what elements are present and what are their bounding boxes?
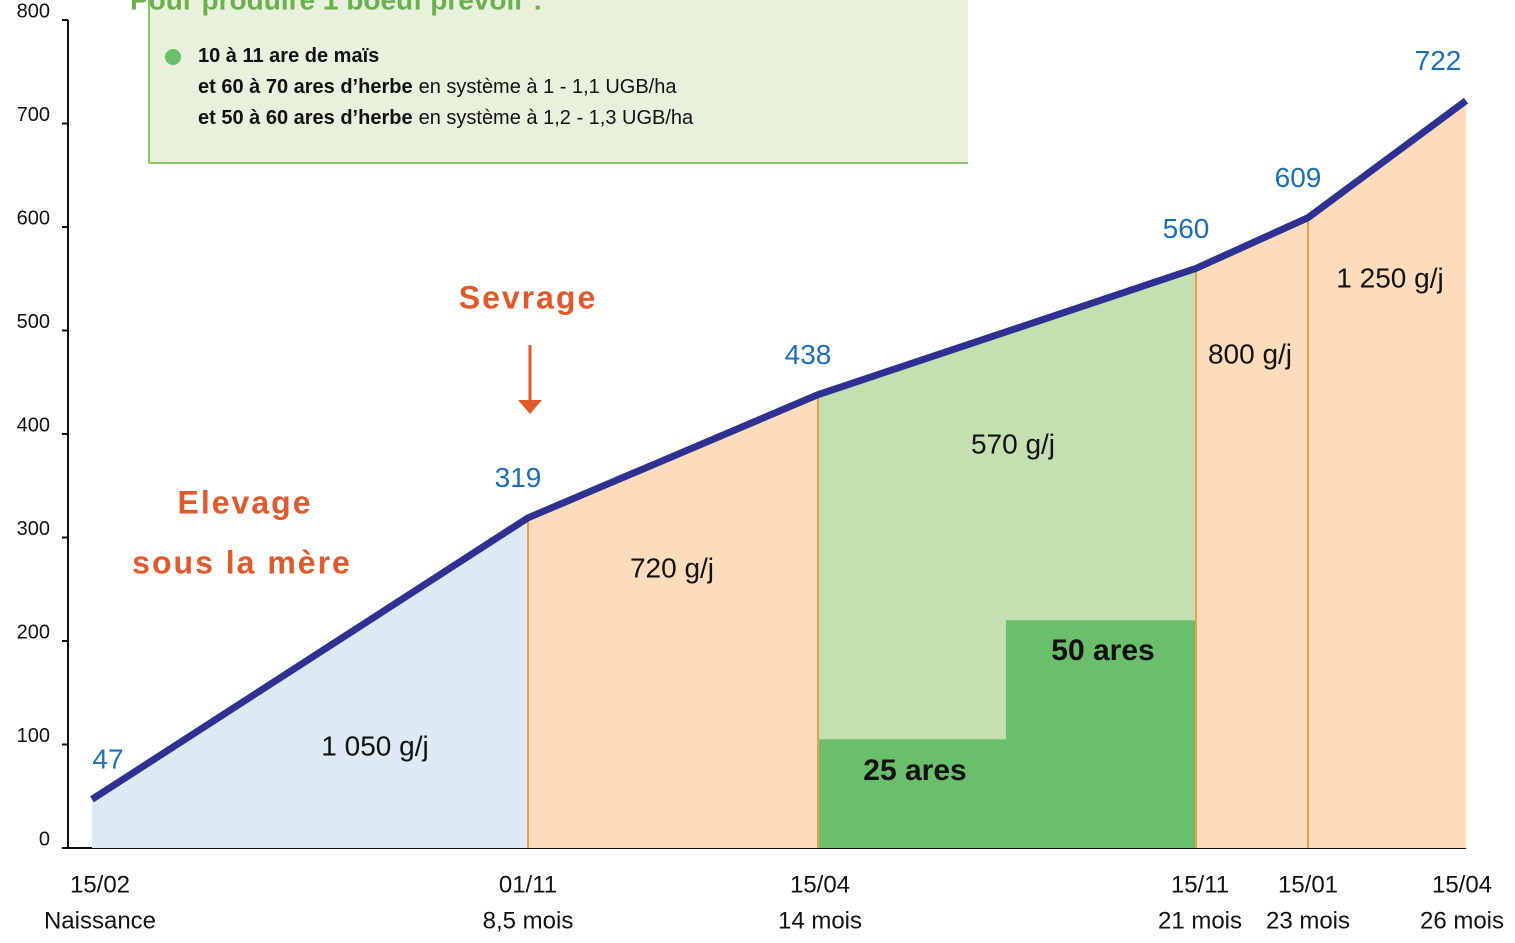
x-tick-label: 15/04 — [1432, 871, 1492, 898]
segment-label: 720 g/j — [630, 552, 714, 583]
value-label: 560 — [1163, 213, 1210, 244]
x-tick-label: 15/01 — [1278, 871, 1338, 898]
segment-area — [1196, 217, 1308, 848]
info-box — [148, 0, 968, 163]
value-label: 319 — [495, 462, 542, 493]
y-tick-label: 300 — [17, 518, 50, 540]
bullet — [165, 49, 181, 65]
x-tick-sublabel: 26 mois — [1420, 907, 1504, 934]
y-tick-label: 400 — [17, 414, 50, 436]
x-tick-sublabel: 14 mois — [778, 907, 862, 934]
segment-area — [528, 394, 818, 848]
segment-area — [1308, 100, 1466, 849]
x-tick-label: 15/04 — [790, 871, 850, 898]
value-label: 438 — [785, 339, 832, 370]
box-title: Pour produire 1 boeuf prévoir : — [130, 0, 542, 15]
y-tick-label: 200 — [17, 621, 50, 643]
segment-label: 1 050 g/j — [321, 730, 428, 761]
value-label: 722 — [1415, 45, 1462, 76]
x-tick-sublabel: 21 mois — [1158, 907, 1242, 934]
box-bold: et 50 à 60 ares d’herbe — [198, 107, 413, 129]
y-tick-label: 100 — [17, 725, 50, 747]
box-line: 10 à 11 are de maïs — [198, 45, 379, 67]
x-tick-label: 15/11 — [1171, 871, 1229, 898]
bar-label: 50 ares — [1051, 634, 1154, 667]
segment-label: 570 g/j — [971, 428, 1055, 459]
annotation: Sevrage — [459, 279, 598, 315]
segment-label: 1 250 g/j — [1336, 262, 1443, 293]
box-text: en système à 1,2 - 1,3 UGB/ha — [419, 107, 694, 129]
y-tick-label: 0 — [39, 828, 50, 850]
x-tick-sublabel: Naissance — [44, 907, 156, 934]
value-label: 609 — [1275, 162, 1322, 193]
box-bold: et 60 à 70 ares d’herbe — [198, 76, 413, 98]
area-bar — [818, 739, 1006, 848]
box-line: et 60 à 70 ares d’herbe en système à 1 - … — [198, 76, 677, 98]
x-tick-sublabel: 8,5 mois — [483, 907, 574, 934]
series-line — [90, 97, 1469, 803]
annotation: Elevage — [178, 484, 313, 520]
annotation: sous la mère — [132, 544, 352, 580]
box-line: et 50 à 60 ares d’herbe en système à 1,2 … — [198, 107, 694, 129]
y-tick-label: 500 — [17, 311, 50, 333]
box-text: en système à 1 - 1,1 UGB/ha — [419, 76, 678, 98]
arrow-head — [518, 400, 542, 414]
segment-area — [92, 517, 528, 848]
value-label: 47 — [92, 744, 123, 775]
area-bar — [1006, 620, 1196, 848]
y-tick-label: 700 — [17, 104, 50, 126]
bar-label: 25 ares — [863, 754, 966, 787]
segment-label: 800 g/j — [1208, 338, 1292, 369]
x-tick-label: 15/02 — [70, 871, 130, 898]
x-tick-sublabel: 23 mois — [1266, 907, 1350, 934]
box-bold: 10 à 11 are de maïs — [198, 45, 379, 67]
y-tick-label: 800 — [17, 0, 50, 22]
x-tick-label: 01/11 — [499, 871, 557, 898]
y-tick-label: 600 — [17, 207, 50, 229]
